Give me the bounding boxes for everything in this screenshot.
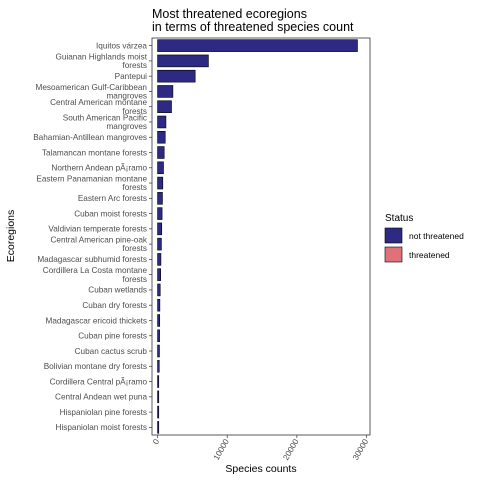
bar-not-threatened-6 — [157, 130, 166, 144]
bar-not-threatened-5 — [157, 115, 167, 129]
bar-not-threatened-19 — [157, 329, 160, 343]
plot-panel — [151, 37, 371, 436]
y-tick-label-23: Central Andean wet puna — [55, 393, 147, 402]
y-tick-label-8: Northern Andean pÃ¡ramo — [51, 163, 147, 173]
y-tick-label-16: Cuban wetlands — [88, 286, 147, 295]
y-tick-label-5: South American Pacific mangroves — [63, 113, 147, 131]
x-axis-title: Species counts — [225, 463, 296, 475]
y-tick-label-25: Hispaniolan moist forests — [56, 423, 147, 432]
y-tick-label-10: Eastern Arc forests — [78, 194, 147, 203]
x-tick-label-2: 20000 — [281, 437, 300, 462]
bar-not-threatened-10 — [157, 192, 163, 205]
bar-not-threatened-11 — [157, 207, 163, 220]
bar-not-threatened-20 — [157, 344, 160, 358]
y-tick-label-21: Bolivian montane dry forests — [44, 362, 147, 371]
y-tick-label-0: Iquitos várzea — [96, 41, 147, 50]
y-tick-label-19: Cuban pine forests — [78, 332, 147, 341]
bar-not-threatened-8 — [157, 161, 164, 175]
x-tick-label-3: 30000 — [351, 437, 370, 462]
y-tick-label-11: Cuban moist forests — [74, 209, 147, 218]
y-tick-label-6: Bahamian-Antillean mangroves — [33, 133, 147, 142]
bar-not-threatened-25 — [157, 421, 160, 434]
y-axis: Iquitos várzea Guianan Highlands moist for… — [33, 41, 152, 432]
y-tick-label-20: Cuban cactus scrub — [75, 347, 148, 356]
bar-not-threatened-18 — [157, 314, 161, 327]
x-tick-label-0: 0 — [151, 437, 161, 446]
x-axis: 0 10000 20000 30000 — [151, 435, 370, 462]
bar-not-threatened-3 — [157, 85, 174, 98]
bar-not-threatened-22 — [157, 375, 160, 388]
y-tick-label-18: Madagascar ericoid thickets — [46, 316, 147, 325]
y-tick-label-14: Madagascar subhumid forests — [37, 255, 147, 264]
x-tick-label-1: 10000 — [212, 437, 231, 462]
bar-not-threatened-4 — [157, 100, 172, 113]
y-tick-label-24: Hispaniolan pine forests — [60, 408, 147, 417]
bar-not-threatened-16 — [157, 283, 161, 297]
legend: Status not threatened threatened — [384, 213, 464, 263]
y-tick-label-22: Cordillera Central pÃ¡ramo — [50, 376, 148, 386]
bars-layer — [157, 39, 358, 434]
y-tick-label-7: Talamancan montane forests — [42, 148, 147, 157]
y-tick-label-15: Cordillera La Costa montane forests — [43, 266, 148, 284]
y-tick-label-17: Cuban dry forests — [82, 301, 147, 310]
bar-not-threatened-0 — [157, 39, 358, 52]
chart-title-line-2: in terms of threatened species count — [152, 20, 354, 34]
bar-not-threatened-1 — [157, 54, 209, 68]
y-tick-label-3: Mesoamerican Gulf-Caribbean mangroves — [36, 83, 148, 101]
y-tick-label-1: Guianan Highlands moist forests — [56, 52, 148, 70]
y-axis-title: Ecoregions — [5, 210, 17, 263]
legend-title: Status — [385, 213, 413, 224]
chart-title-line-1: Most threatened ecoregions — [152, 7, 307, 21]
y-tick-label-9: Eastern Panamanian montane forests — [36, 175, 147, 193]
bar-not-threatened-24 — [157, 405, 160, 419]
bar-not-threatened-15 — [157, 268, 162, 281]
bar-not-threatened-2 — [157, 69, 196, 83]
y-tick-label-13: Central American pine-oak forests — [51, 236, 148, 254]
y-tick-label-12: Valdivian temperate forests — [48, 225, 147, 234]
legend-label-not-threatened: not threatened — [409, 231, 464, 241]
bar-not-threatened-21 — [157, 360, 160, 373]
bar-not-threatened-23 — [157, 390, 160, 404]
bar-not-threatened-13 — [157, 237, 162, 251]
legend-swatch-threatened — [384, 246, 403, 263]
y-tick-label-4: Central American montane forests — [50, 98, 147, 116]
bar-not-threatened-7 — [157, 146, 165, 159]
bar-not-threatened-17 — [157, 298, 161, 312]
bar-not-threatened-14 — [157, 253, 162, 266]
bar-not-threatened-12 — [157, 222, 163, 236]
legend-label-threatened: threatened — [409, 250, 450, 260]
bar-not-threatened-9 — [157, 176, 164, 190]
y-tick-label-2: Pantepui — [115, 72, 148, 81]
legend-swatch-not-threatened — [384, 227, 403, 244]
